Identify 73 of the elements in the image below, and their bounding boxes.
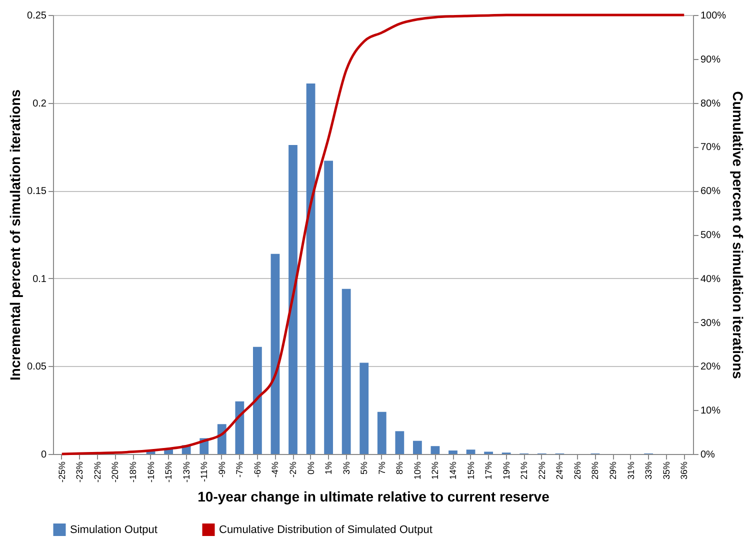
- x-tick-label: -6%: [252, 462, 262, 478]
- x-tick-label: 15%: [466, 462, 476, 480]
- line-series: [60, 14, 686, 456]
- x-tick-label: 3%: [341, 462, 352, 475]
- x-tick-label: 29%: [608, 462, 618, 480]
- y-tick-label: 0: [40, 450, 47, 460]
- bar: [270, 254, 280, 454]
- y2-tick-label: 10%: [700, 406, 721, 417]
- bar: [253, 346, 262, 454]
- x-tick-label: 5%: [359, 462, 370, 475]
- y-tick-label: 0.1: [32, 274, 47, 285]
- x-tick-label: 35%: [661, 462, 672, 480]
- x-tick-label: -22%: [92, 462, 102, 483]
- bar: [430, 446, 440, 454]
- x-tick-label: 14%: [448, 462, 458, 480]
- x-tick-label: -7%: [234, 462, 245, 478]
- x-tick-label: -11%: [199, 462, 210, 482]
- y2-tick-label: 90%: [700, 54, 721, 66]
- x-tick-label: -13%: [181, 462, 192, 483]
- bar: [342, 288, 351, 454]
- x-tick-label: -4%: [270, 462, 280, 478]
- x-axis-title: 10-year change in ultimate relative to current reserve: [198, 488, 550, 505]
- x-tick-label: 21%: [519, 462, 530, 480]
- x-tick-label: -2%: [288, 462, 298, 478]
- y2-tick-label: 20%: [700, 362, 721, 373]
- y-tick-label: 0.05: [27, 362, 47, 373]
- x-tick-label: 0%: [306, 462, 316, 475]
- bar: [235, 401, 244, 454]
- x-tick-label: 31%: [626, 462, 636, 480]
- y2-tick-label: 80%: [700, 98, 721, 110]
- y2-tick-label: 70%: [700, 142, 721, 154]
- x-tick-label: 7%: [376, 462, 387, 475]
- bar: [306, 83, 316, 454]
- y2-tick-label: 40%: [700, 274, 721, 285]
- x-tick-label: 26%: [572, 462, 582, 480]
- x-tick-label: -18%: [128, 462, 138, 483]
- x-tick-label: 19%: [501, 462, 512, 480]
- bar: [395, 431, 404, 454]
- bar: [288, 144, 298, 454]
- y2-tick-label: 30%: [700, 318, 721, 329]
- legend-label: Cumulative Distribution of Simulated Output: [219, 524, 432, 536]
- x-tick-label: 28%: [590, 462, 600, 480]
- bar: [324, 160, 333, 454]
- y2-tick-label: 0%: [700, 450, 716, 460]
- y2-tick-label: 100%: [700, 10, 726, 22]
- x-tick-label: -15%: [164, 462, 174, 483]
- x-tick-label: 8%: [394, 462, 405, 475]
- x-tick-label: -23%: [74, 462, 85, 483]
- x-tick-label: -25%: [56, 462, 67, 483]
- y-axis-title: Incremental percent of simulation iterations: [7, 89, 24, 380]
- x-tick-label: 33%: [644, 462, 654, 480]
- y2-tick-label: 50%: [700, 230, 721, 241]
- x-tick-label: 10%: [412, 462, 422, 480]
- x-tick-label: 12%: [430, 462, 440, 480]
- x-tick-label: -9%: [216, 462, 227, 478]
- y-tick-label: 0.25: [27, 10, 47, 22]
- x-tick-label: -16%: [146, 462, 156, 483]
- x-tick-label: -20%: [110, 462, 120, 483]
- legend-label: Simulation Output: [70, 524, 158, 536]
- y2-tick-label: 60%: [700, 186, 721, 198]
- bar: [413, 440, 422, 454]
- x-tick-label: 24%: [554, 462, 565, 480]
- bar: [466, 450, 476, 454]
- x-tick-label: 17%: [484, 462, 494, 480]
- y2-axis-title: Cumulative percent of simulation iterations: [730, 91, 746, 380]
- x-tick-label: 36%: [679, 462, 690, 480]
- bar: [360, 362, 369, 454]
- y-tick-label: 0.2: [32, 98, 47, 110]
- y-tick-label: 0.15: [27, 186, 47, 198]
- bar: [377, 412, 386, 454]
- x-tick-label: 22%: [536, 462, 547, 480]
- x-tick-label: 1%: [324, 462, 334, 475]
- bar: [448, 450, 458, 454]
